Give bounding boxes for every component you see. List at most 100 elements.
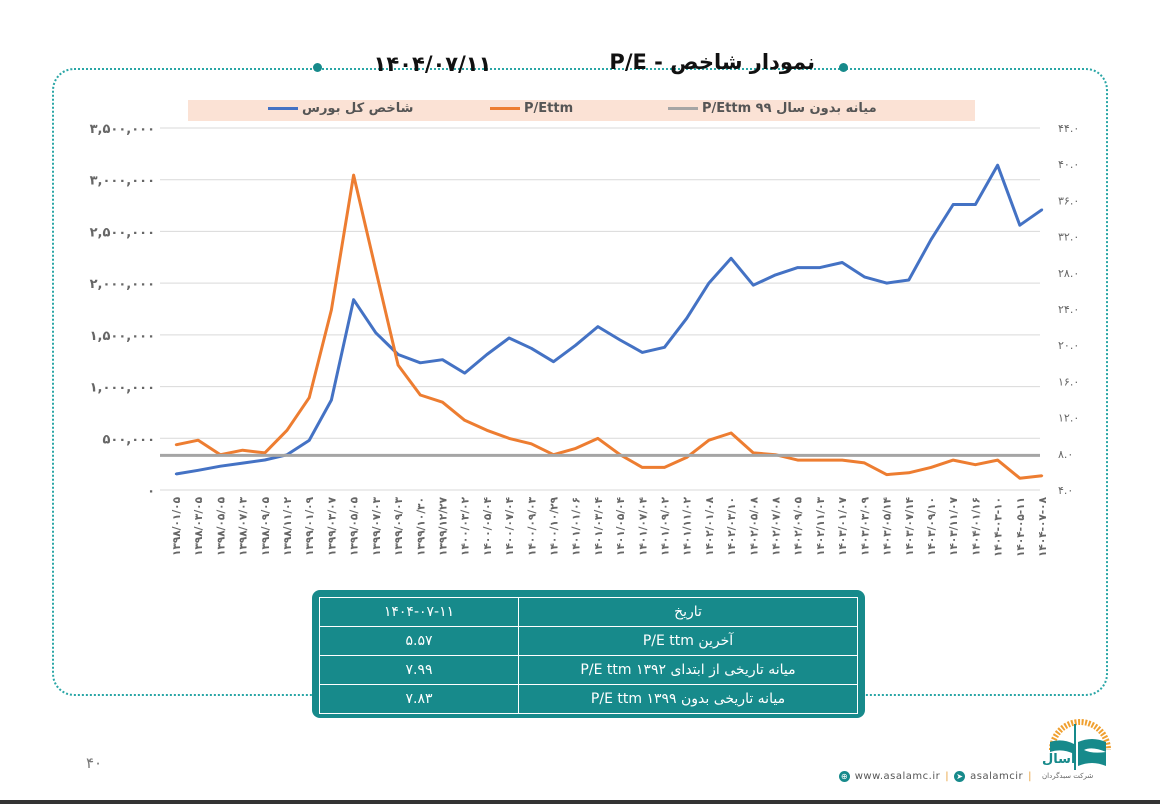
y-left-tick-label: ۵۰۰,۰۰۰	[102, 432, 155, 447]
pe-point	[263, 451, 267, 455]
index-point	[840, 261, 844, 264]
x-tick-label: ۱۳۹۹/۰۹/۰۳	[393, 496, 405, 556]
row-value: ۱۴۰۴-۰۷-۱۱	[319, 597, 519, 627]
row-value: ۷.۸۳	[319, 684, 519, 714]
x-tick-label: ۱۴۰۱/۰۷/۰۴	[637, 496, 649, 556]
pe-point	[863, 461, 866, 465]
index-point	[707, 281, 711, 285]
website-link[interactable]: www.asalamc.ir	[854, 771, 941, 782]
pe-point	[752, 451, 755, 455]
table-row: میانه تاریخی از ابتدای ۱۳۹۲ P/E ttm ۷.۹۹	[319, 655, 858, 685]
title-dot-left	[313, 63, 322, 72]
y-right-tick-label: ۳۶.۰	[1058, 194, 1079, 207]
y-left-tick-label: ۳,۰۰۰,۰۰۰	[90, 174, 155, 189]
x-tick-label: ۱۳۹۹/۰۵/۰۵	[349, 496, 361, 556]
x-tick-label: ۱۴۰۴/۰۱/۱۶	[970, 497, 982, 556]
pe-point	[974, 463, 977, 466]
index-point	[485, 353, 489, 356]
index-point	[863, 275, 866, 279]
logo-mark-icon	[1049, 719, 1111, 770]
legend-label: میانه بدون سال ۹۹ P/Ettm	[702, 101, 877, 116]
y-right-tick-label: ۱۶.۰	[1058, 375, 1079, 388]
y-right-tick-label: ۴۰.۰	[1058, 158, 1079, 171]
x-tick-label: ۱۴۰۱/۱۱/۰۲	[682, 496, 694, 556]
legend-swatch-orange	[490, 107, 520, 110]
index-point	[263, 458, 267, 462]
x-tick-label: ۱۳۹۹/۰۷/۰۳	[371, 496, 383, 556]
index-point	[352, 298, 355, 301]
pe-point	[596, 437, 600, 440]
legend-item-index: شاخص کل بورس	[268, 101, 413, 116]
index-point	[641, 351, 644, 354]
summary-table: تاریخ ۱۴۰۴-۰۷-۱۱ آخرین P/E ttm ۵.۵۷ میان…	[312, 590, 865, 718]
legend-label: شاخص کل بورس	[302, 101, 414, 116]
pe-point	[308, 396, 311, 399]
pe-point	[951, 458, 955, 462]
index-point	[552, 360, 555, 363]
row-value: ۷.۹۹	[319, 655, 519, 685]
x-tick-label: ۱۴۰۲/۰۳/۱۰	[726, 497, 738, 556]
pe-point	[507, 437, 511, 440]
table-row: میانه تاریخی بدون ۱۳۹۹ P/E ttm ۷.۸۳	[319, 684, 858, 714]
y-right-tick-label: ۴۴.۰	[1058, 122, 1079, 135]
pe-point	[285, 429, 289, 432]
x-tick-label: ۱۴۰۳/۰۳/۰۹	[859, 496, 871, 556]
x-tick-label: ۱۴۰۱/۰۹/۰۲	[660, 496, 672, 556]
index-point	[441, 358, 444, 361]
telegram-icon: ➤	[954, 771, 966, 782]
index-point	[774, 273, 777, 277]
index-point	[974, 203, 977, 206]
index-series-line	[175, 163, 1043, 476]
pe-point	[818, 458, 822, 462]
y-left-tick-label: ۰	[147, 484, 155, 499]
pe-point	[441, 401, 444, 404]
footer-contacts: ⊕ www.asalamc.ir | ➤ asalamcir |	[838, 771, 1032, 782]
y-right-tick-label: ۲۰.۰	[1058, 339, 1079, 352]
index-point	[308, 439, 311, 442]
index-point	[663, 346, 666, 349]
pe-point	[1040, 474, 1044, 477]
index-point	[1040, 208, 1044, 211]
x-tick-label: ۱۴۰۳/۰۷/۱۴	[904, 496, 916, 556]
page-title: نمودار شاخص - P/E	[609, 50, 815, 74]
pe-point	[707, 439, 711, 442]
index-point	[1018, 224, 1021, 227]
index-point	[507, 336, 511, 340]
x-tick-label: ۱۴۰۰/۰۵/۰۴	[482, 496, 494, 556]
row-label: میانه تاریخی از ابتدای ۱۳۹۲ P/E ttm	[518, 655, 858, 685]
pe-point	[374, 268, 378, 272]
y-left-tick-label: ۲,۵۰۰,۰۰۰	[90, 225, 155, 240]
x-tick-label: ۱۳۹۹/۱۰/۳۰	[415, 497, 427, 556]
index-point	[574, 344, 577, 347]
x-tick-label: ۱۴۰۲/۰۱/۰۸	[704, 496, 716, 556]
x-tick-label: ۱۴۰۲/۰۷/۰۸	[771, 496, 783, 556]
index-point	[174, 472, 178, 476]
x-tick-label: ۱۴۰۲/۱۱/۰۳	[815, 496, 827, 556]
y-right-tick-label: ۸.۰	[1058, 448, 1073, 461]
x-tick-label: ۱۴۰۱/۰۳/۰۴	[593, 496, 605, 556]
index-point	[419, 361, 422, 364]
pe-point	[174, 443, 178, 446]
pe-point	[197, 439, 200, 442]
index-point	[752, 284, 755, 287]
x-tick-label: ۱۴۰۴-۰۳-۱۰	[993, 497, 1005, 557]
legend-swatch-blue	[268, 107, 298, 110]
x-tick-label: ۱۴۰۳/۱۱/۰۷	[948, 496, 960, 556]
pe-point	[929, 466, 933, 469]
telegram-link[interactable]: asalamcir	[970, 771, 1024, 782]
x-tick-label: ۱۴۰۴-۰۵-۱۱	[1015, 497, 1027, 557]
index-point	[197, 469, 200, 472]
pe-point	[396, 363, 400, 367]
x-tick-label: ۱۴۰۲/۰۵/۰۸	[748, 496, 760, 556]
x-tick-label: ۱۳۹۹/۰۳/۰۷	[326, 496, 338, 556]
pe-point	[574, 447, 577, 450]
x-tick-label: ۱۳۹۸/۱۱/۰۲	[282, 496, 294, 556]
x-tick-label: ۱۳۹۸/۰۳/۰۵	[193, 496, 205, 556]
pe-point	[729, 431, 733, 435]
legend-item-median: میانه بدون سال ۹۹ P/Ettm	[668, 101, 877, 116]
index-point	[396, 353, 400, 356]
pe-point	[330, 308, 333, 312]
pe-point	[840, 458, 844, 462]
divider: |	[945, 771, 950, 782]
